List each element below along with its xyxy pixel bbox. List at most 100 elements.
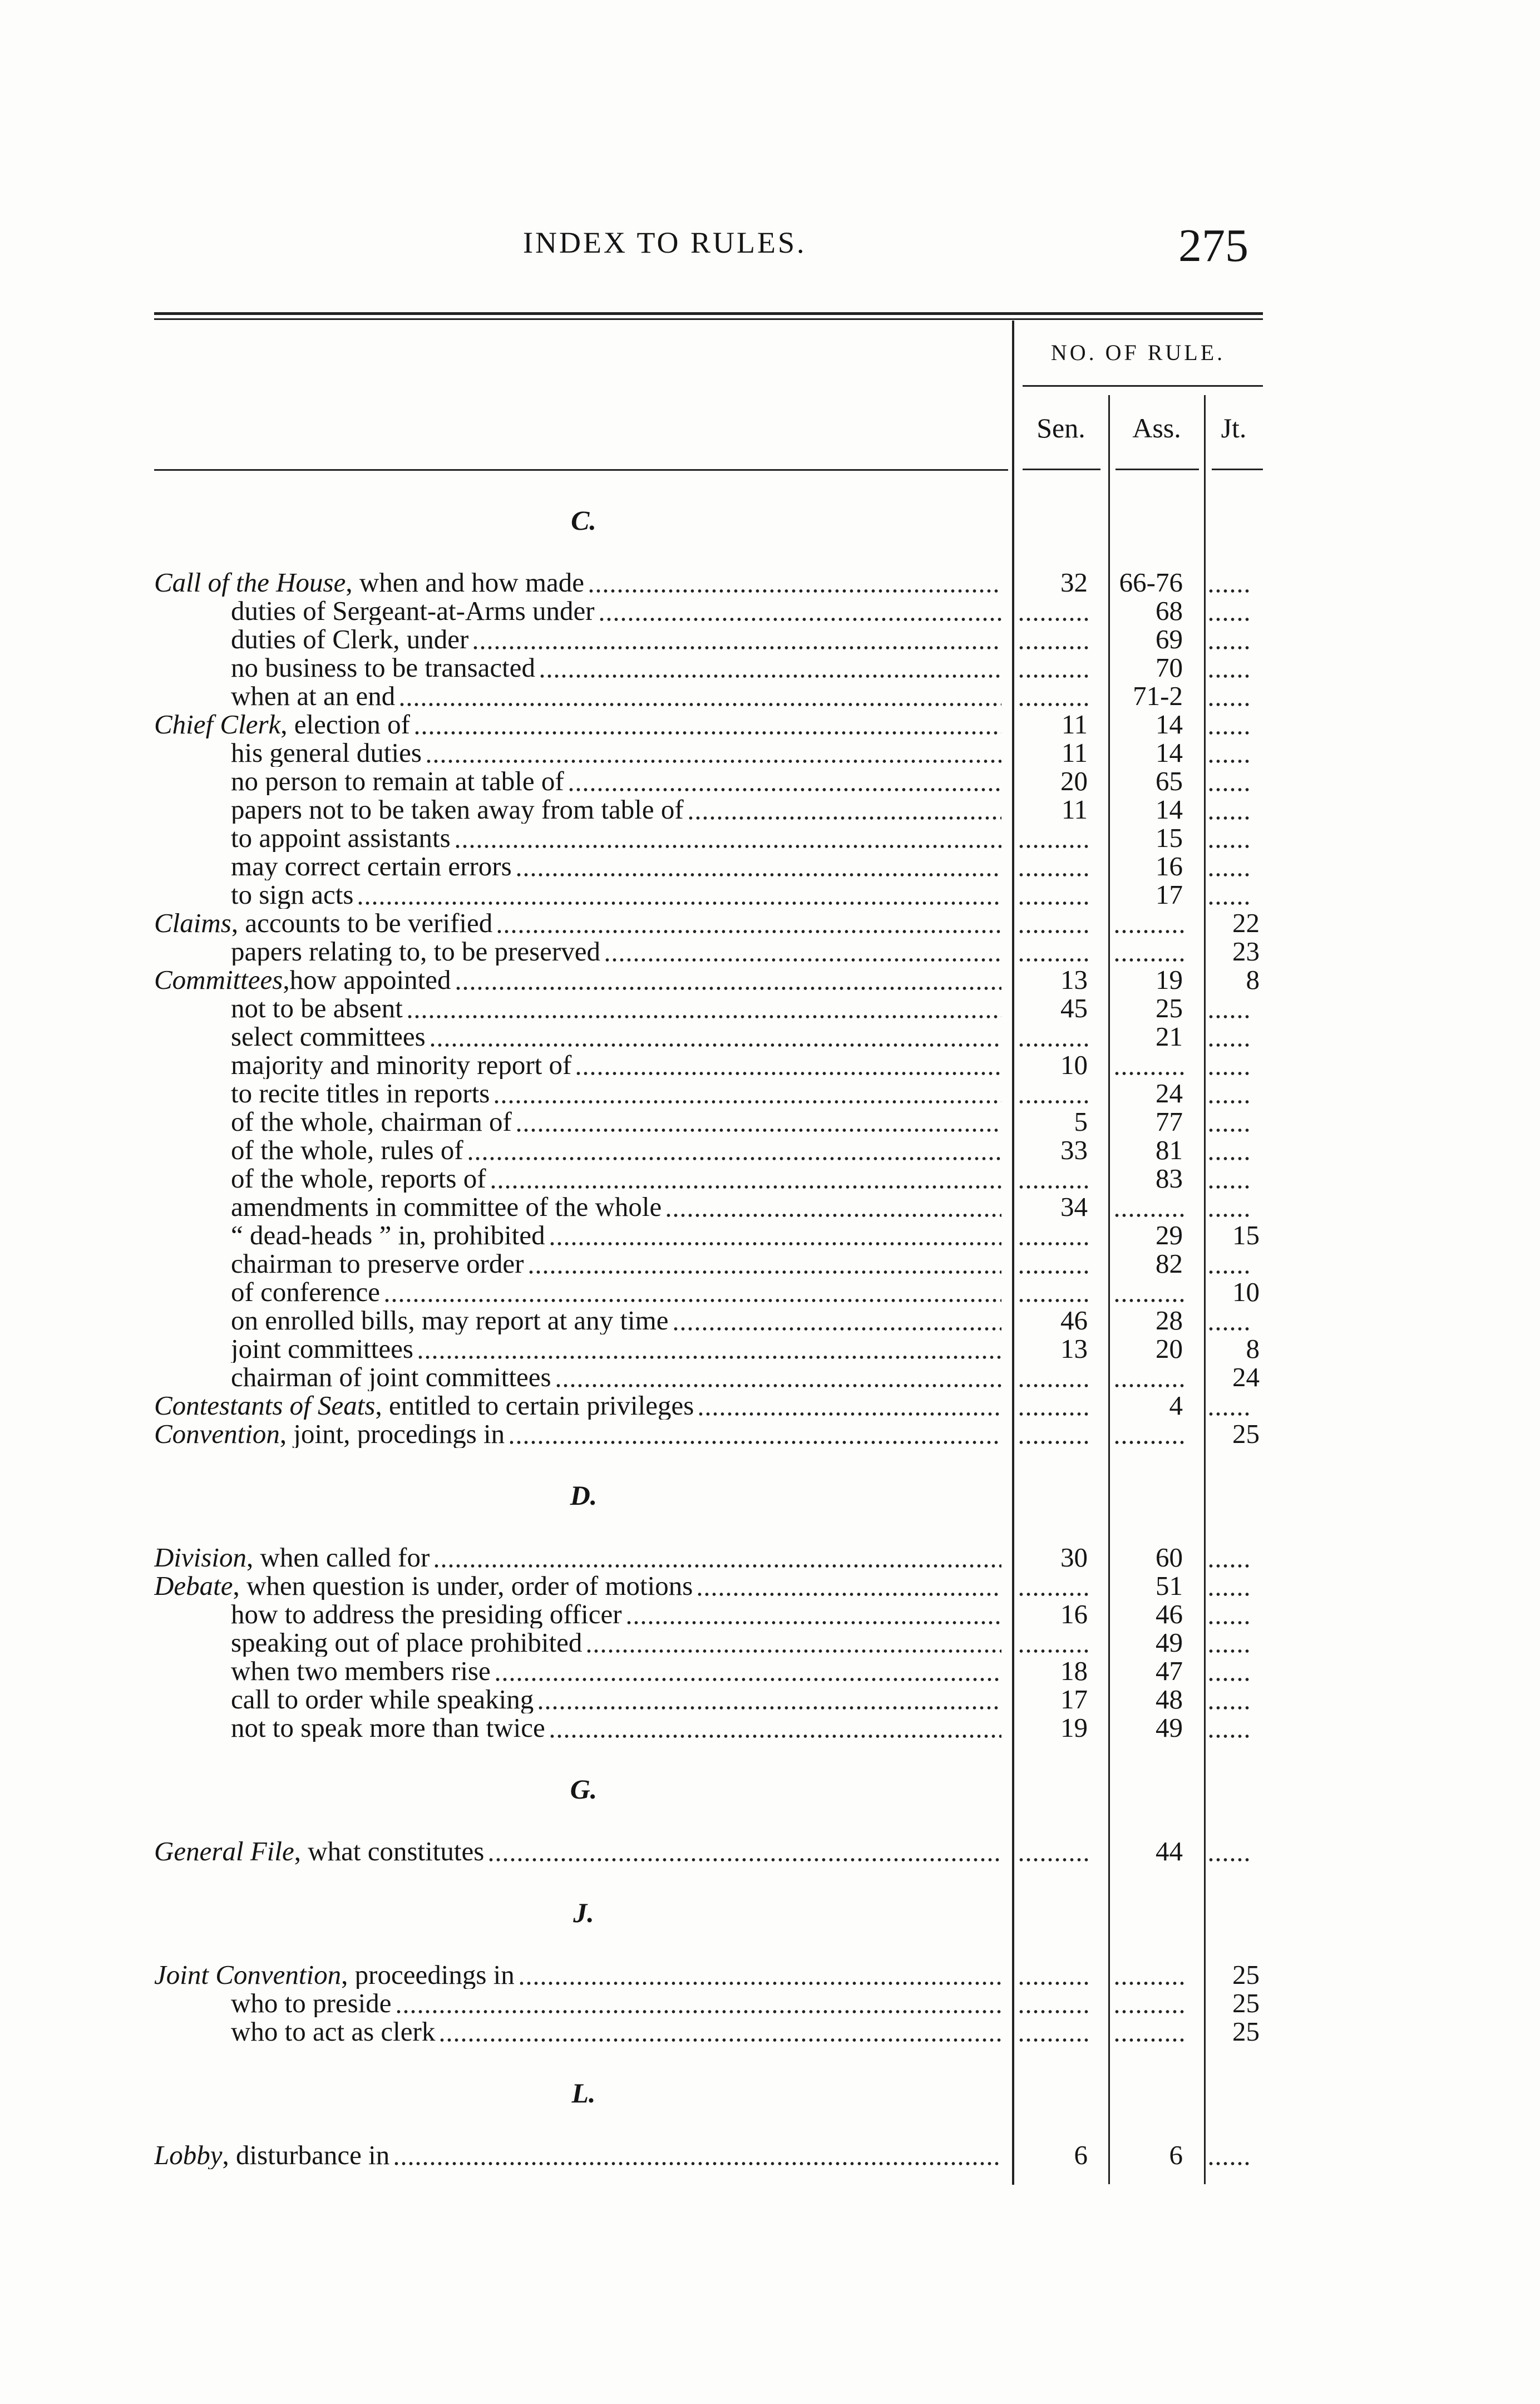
- rule-number-ass: 25: [1156, 993, 1183, 1023]
- rule-number-ass: 66-76: [1119, 567, 1183, 598]
- empty-cell-ass: [1113, 1278, 1186, 1306]
- rule-number-ass: 48: [1156, 1684, 1183, 1715]
- index-row: of conference 10: [154, 1278, 1263, 1306]
- empty-cell-sen: [1018, 1278, 1090, 1306]
- index-row: Contestants of Seats, entitled to certai…: [154, 1391, 1263, 1420]
- empty-cell-jt: [1207, 597, 1251, 625]
- entry-text: , when called for: [246, 1543, 430, 1572]
- index-row: joint committees 13 20 8: [154, 1334, 1263, 1363]
- index-row: Convention, joint, procedings in 25: [154, 1420, 1263, 1448]
- empty-cell-jt: [1207, 1164, 1251, 1193]
- subentry: when at an end: [231, 682, 1001, 710]
- rule-number-ass: 14: [1156, 737, 1183, 768]
- running-title: INDEX TO RULES.: [523, 226, 807, 259]
- dot-leader: [496, 909, 1001, 937]
- rule-number-jt: 24: [1232, 1362, 1260, 1392]
- rule-number-ass: 15: [1156, 822, 1183, 853]
- index-row: when two members rise 18 47: [154, 1657, 1263, 1685]
- rule-number-ass: 46: [1156, 1599, 1183, 1629]
- empty-cell-ass: [1113, 2017, 1186, 2046]
- entry-text: of conference: [231, 1278, 380, 1306]
- subentry: of the whole, reports of: [231, 1164, 1001, 1193]
- entry-text: , joint, procedings in: [279, 1420, 505, 1448]
- entry-heading: Call of the House: [154, 568, 346, 597]
- rule-number-sen: 32: [1060, 567, 1088, 598]
- entry-heading: Contestants of Seats: [154, 1391, 376, 1420]
- empty-cell-jt: [1207, 1657, 1251, 1685]
- empty-cell-jt: [1207, 1193, 1251, 1221]
- dot-leader: [438, 2017, 1001, 2046]
- index-row: of the whole, rules of 33 81: [154, 1136, 1263, 1164]
- dot-leader: [489, 1164, 1001, 1193]
- entry-text: to recite titles in reports: [231, 1079, 490, 1107]
- subentry: chairman to preserve order: [231, 1249, 1001, 1278]
- subentry: papers not to be taken away from table o…: [231, 795, 1001, 824]
- dot-leader: [625, 1600, 1001, 1628]
- index-row: on enrolled bills, may report at any tim…: [154, 1306, 1263, 1334]
- dot-leader: [493, 1079, 1001, 1107]
- index-row: duties of Clerk, under 69: [154, 625, 1263, 653]
- column-group-rule: [1023, 385, 1263, 387]
- double-rule-bottom: [154, 318, 1263, 320]
- entry-text: duties of Sergeant-at-Arms under: [231, 597, 595, 625]
- dot-leader: [515, 1107, 1001, 1136]
- empty-cell-sen: [1018, 937, 1090, 965]
- rule-number-sen: 13: [1060, 964, 1088, 995]
- column-ass: Ass.: [1132, 412, 1181, 444]
- dot-leader: [527, 1249, 1001, 1278]
- rule-number-jt: 25: [1232, 1959, 1260, 1990]
- index-row: chairman of joint committees 24: [154, 1363, 1263, 1391]
- index-row: no business to be transacted 70: [154, 653, 1263, 682]
- subentry: duties of Clerk, under: [231, 625, 1001, 653]
- dot-leader: [406, 994, 1001, 1022]
- index-row: Call of the House, when and how made 32 66…: [154, 568, 1263, 597]
- rule-number-ass: 21: [1156, 1021, 1183, 1052]
- entry: Contestants of Seats, entitled to certai…: [154, 1391, 1001, 1420]
- dot-leader: [515, 852, 1001, 880]
- empty-cell-sen: [1018, 1221, 1090, 1249]
- entry-text: , when question is under, order of motio…: [233, 1572, 693, 1600]
- column-divider-ass-jt: [1204, 395, 1206, 2184]
- column-sen: Sen.: [1036, 412, 1085, 444]
- entry-text: , proceedings in: [341, 1960, 515, 1989]
- entry: Debate, when question is under, order of…: [154, 1572, 1001, 1600]
- rule-number-jt: 25: [1232, 1988, 1260, 2018]
- subentry: no business to be transacted: [231, 653, 1001, 682]
- subentry: when two members rise: [231, 1657, 1001, 1685]
- dot-leader: [554, 1363, 1001, 1391]
- empty-cell-jt: [1207, 1051, 1251, 1079]
- rule-number-sen: 19: [1060, 1712, 1088, 1743]
- empty-cell-jt: [1207, 653, 1251, 682]
- rule-number-jt: 25: [1232, 1418, 1260, 1449]
- entry-text: not to be absent: [231, 994, 403, 1022]
- dot-leader: [665, 1193, 1001, 1221]
- rule-number-ass: 20: [1156, 1333, 1183, 1364]
- index-row: Lobby, disturbance in 6 6: [154, 2141, 1263, 2169]
- empty-cell-sen: [1018, 1363, 1090, 1391]
- entry-text: how to address the presiding officer: [231, 1600, 622, 1628]
- empty-cell-jt: [1207, 738, 1251, 767]
- dot-leader: [587, 568, 1001, 597]
- subentry: of the whole, rules of: [231, 1136, 1001, 1164]
- entry: Chief Clerk, election of: [154, 710, 1001, 738]
- entry-text: of the whole, reports of: [231, 1164, 486, 1193]
- dot-leader: [472, 625, 1001, 653]
- index-row: of the whole, reports of 83: [154, 1164, 1263, 1193]
- rule-number-sen: 34: [1060, 1191, 1088, 1222]
- rule-number-ass: 81: [1156, 1135, 1183, 1165]
- index-row: who to act as clerk 25: [154, 2017, 1263, 2046]
- empty-cell-jt: [1207, 1713, 1251, 1742]
- rule-number-ass: 16: [1156, 851, 1183, 881]
- entry-heading: Claims: [154, 909, 231, 937]
- dot-leader: [487, 1837, 1001, 1865]
- subentry: how to address the presiding officer: [231, 1600, 1001, 1628]
- entry-text: his general duties: [231, 738, 422, 767]
- entry-text: joint committees: [231, 1334, 413, 1363]
- running-head: INDEX TO RULES. 275: [0, 220, 1540, 272]
- rule-number-ass: 14: [1156, 794, 1183, 825]
- entry-text: select committees: [231, 1022, 426, 1051]
- empty-cell-jt: [1207, 710, 1251, 738]
- index-row: who to preside 25: [154, 1989, 1263, 2017]
- dot-leader: [517, 1960, 1001, 1989]
- empty-cell-sen: [1018, 1022, 1090, 1051]
